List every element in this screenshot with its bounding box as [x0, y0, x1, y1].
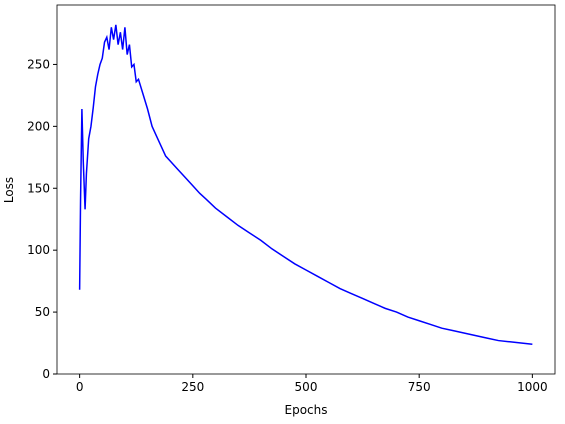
y-tick-label: 0 — [42, 367, 50, 381]
y-tick-label: 150 — [27, 181, 50, 195]
x-tick-label: 250 — [181, 380, 204, 394]
y-tick-label: 250 — [27, 57, 50, 71]
x-axis-label: Epochs — [285, 403, 328, 417]
y-tick-label: 50 — [35, 305, 50, 319]
x-tick-label: 750 — [408, 380, 431, 394]
x-tick-label: 500 — [295, 380, 318, 394]
y-tick-label: 100 — [27, 243, 50, 257]
x-tick-label: 0 — [76, 380, 84, 394]
y-tick-label: 200 — [27, 119, 50, 133]
x-tick-label: 1000 — [517, 380, 548, 394]
y-axis-label: Loss — [2, 177, 16, 203]
plot-frame — [56, 4, 556, 375]
loss-line — [78, 24, 533, 346]
